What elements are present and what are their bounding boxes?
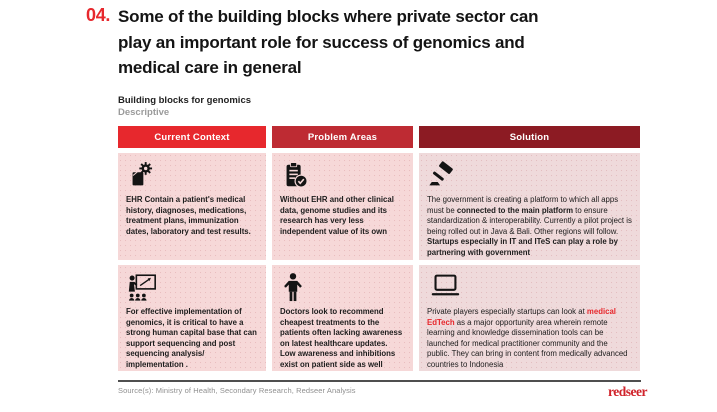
cell-problem-doctor-awareness: Doctors look to recommend cheapest treat… [272,265,413,371]
cell-text: For effective implementation of genomics… [126,307,257,369]
column-header-label: Solution [509,131,550,143]
column-header-label: Current Context [154,131,230,143]
table-caption: Building blocks for genomics Descriptive [118,95,251,119]
page-title-line-3: medical care in general [118,58,302,77]
column-header-current-context: Current Context [118,126,266,148]
footer-divider [118,380,641,382]
redseer-logo: redseer [608,384,647,399]
page-title: Some of the building blocks where privat… [118,4,618,81]
gavel-icon [427,160,632,190]
clipboard-check-icon [280,160,405,190]
column-header-solution: Solution [419,126,640,148]
file-gear-icon [126,160,258,190]
table-caption-tag: Descriptive [118,107,170,118]
cell-solution-platform: The government is creating a platform to… [419,153,640,260]
cell-text: EHR Contain a patient's medical history,… [126,195,251,236]
cell-text: Private players especially startups can … [427,307,628,369]
training-icon [126,272,258,302]
cell-text: Doctors look to recommend cheapest treat… [280,307,403,369]
cell-problem-no-ehr: Without EHR and other clinical data, gen… [272,153,413,260]
cell-text: Without EHR and other clinical data, gen… [280,195,394,236]
page-title-line-1: Some of the building blocks where privat… [118,7,539,26]
cell-text: The government is creating a platform to… [427,195,632,257]
cell-solution-medical-edtech: Private players especially startups can … [419,265,640,371]
page-title-line-2: play an important role for success of ge… [118,32,525,52]
laptop-icon [427,272,632,302]
page-number: 04. [86,5,111,25]
building-blocks-table: Current Context Problem Areas Solution [118,126,641,371]
cell-current-context-ehr: EHR Contain a patient's medical history,… [118,153,266,260]
source-note: Source(s): Ministry of Health, Secondary… [118,386,356,395]
cell-current-context-human-capital: For effective implementation of genomics… [118,265,266,371]
table-caption-heading: Building blocks for genomics [118,95,252,106]
person-icon [280,272,405,302]
column-header-label: Problem Areas [307,131,378,143]
column-header-problem-areas: Problem Areas [272,126,413,148]
